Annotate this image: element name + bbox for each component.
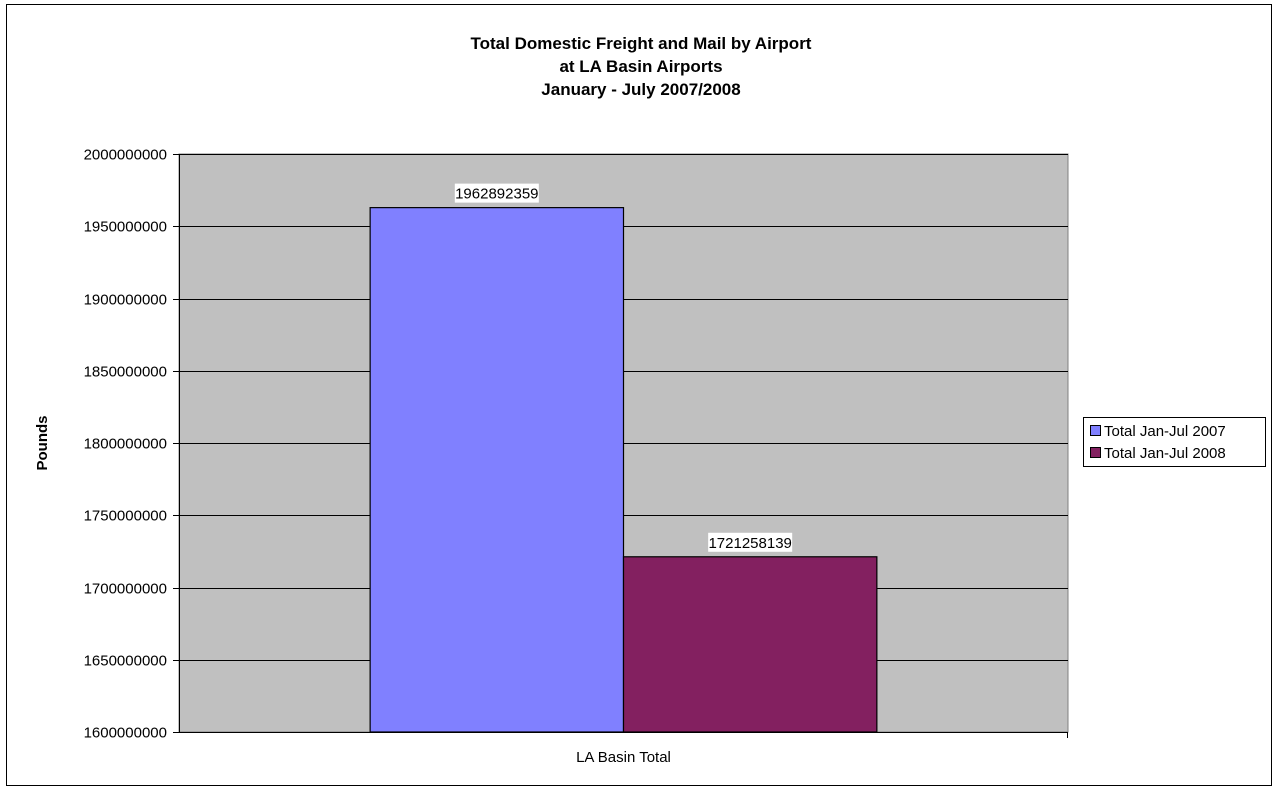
y-tick-label: 1750000000 (84, 508, 167, 525)
x-category-label: LA Basin Total (576, 749, 671, 766)
bar-1 (622, 556, 878, 733)
data-label-background (708, 532, 793, 552)
y-tick-label: 1850000000 (84, 364, 167, 381)
y-tick-label: 2000000000 (84, 147, 167, 164)
y-tick-label: 1650000000 (84, 653, 167, 670)
legend-label-2008: Total Jan-Jul 2008 (1104, 445, 1226, 462)
y-tick-label: 1900000000 (84, 292, 167, 309)
data-label-background (454, 183, 539, 203)
chart-title-line-1: Total Domestic Freight and Mail by Airpo… (470, 34, 812, 53)
legend-entry-2008: Total Jan-Jul 2008 (1090, 445, 1226, 462)
y-tick-label: 1600000000 (84, 725, 167, 742)
legend-swatch-2008 (1090, 447, 1101, 458)
y-tick-label: 1950000000 (84, 219, 167, 236)
y-tick-label: 1800000000 (84, 436, 167, 453)
legend-swatch-2007 (1090, 425, 1101, 436)
legend-label-2007: Total Jan-Jul 2007 (1104, 423, 1226, 440)
bar-0 (369, 207, 625, 733)
legend: Total Jan-Jul 2007 Total Jan-Jul 2008 (1083, 417, 1266, 467)
chart-title-line-2: at LA Basin Airports (559, 57, 723, 76)
data-label-1: 1721258139 (708, 535, 791, 552)
y-tick-label: 1700000000 (84, 581, 167, 598)
legend-entry-2007: Total Jan-Jul 2007 (1090, 423, 1226, 440)
data-label-0: 1962892359 (455, 186, 538, 203)
chart-title-line-3: January - July 2007/2008 (541, 80, 741, 99)
y-axis-title: Pounds (34, 416, 51, 471)
